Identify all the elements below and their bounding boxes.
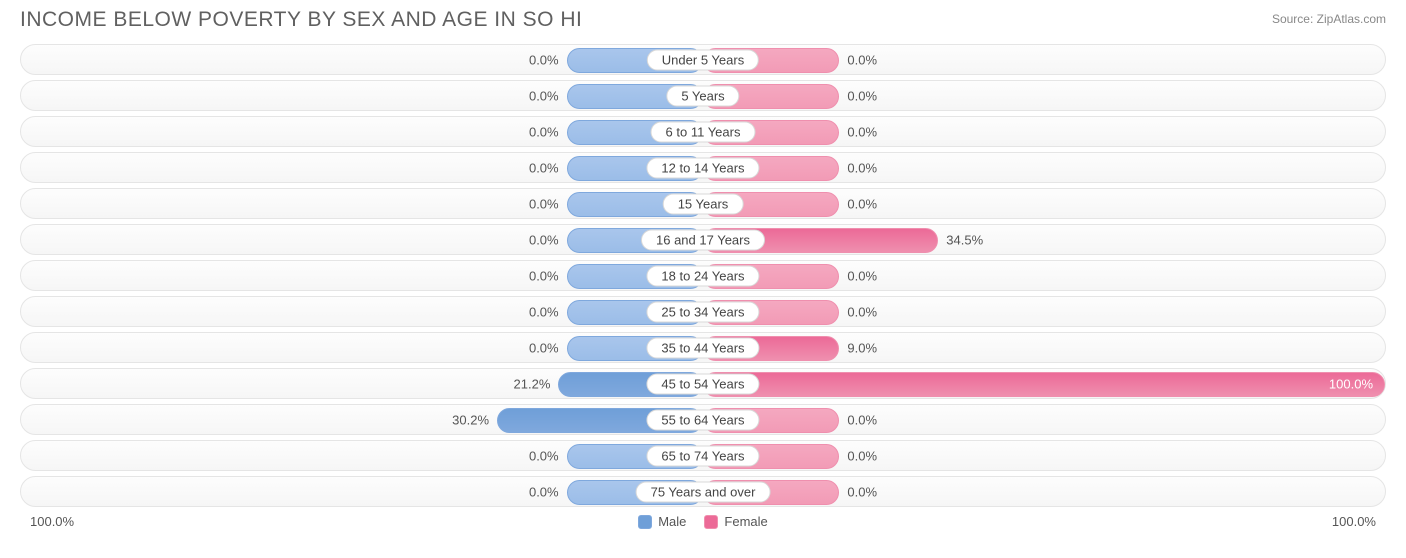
male-value: 0.0% [529, 124, 559, 139]
female-bar [703, 372, 1385, 397]
male-value: 0.0% [529, 268, 559, 283]
female-value: 0.0% [847, 160, 877, 175]
bar-row: 0.0% 9.0% 35 to 44 Years [20, 332, 1386, 363]
bar-row: 0.0% 0.0% Under 5 Years [20, 44, 1386, 75]
male-value: 0.0% [529, 448, 559, 463]
male-value: 21.2% [514, 376, 551, 391]
axis-right-label: 100.0% [1332, 514, 1376, 529]
category-label: 15 Years [663, 193, 744, 214]
female-value: 0.0% [847, 484, 877, 499]
male-value: 0.0% [529, 160, 559, 175]
bar-row: 0.0% 0.0% 6 to 11 Years [20, 116, 1386, 147]
legend-male: Male [638, 514, 686, 529]
female-value: 0.0% [847, 52, 877, 67]
category-label: 55 to 64 Years [646, 409, 759, 430]
bar-row: 0.0% 0.0% 18 to 24 Years [20, 260, 1386, 291]
category-label: 18 to 24 Years [646, 265, 759, 286]
male-value: 0.0% [529, 304, 559, 319]
chart-footer: 100.0% Male Female 100.0% [0, 512, 1406, 529]
bar-row: 0.0% 0.0% 65 to 74 Years [20, 440, 1386, 471]
chart-title: INCOME BELOW POVERTY BY SEX AND AGE IN S… [20, 8, 582, 32]
legend-female-label: Female [724, 514, 767, 529]
bar-row: 0.0% 0.0% 75 Years and over [20, 476, 1386, 507]
female-value: 9.0% [847, 340, 877, 355]
category-label: 16 and 17 Years [641, 229, 765, 250]
female-value: 0.0% [847, 124, 877, 139]
male-swatch-icon [638, 515, 652, 529]
male-value: 0.0% [529, 196, 559, 211]
category-label: Under 5 Years [647, 49, 759, 70]
category-label: 35 to 44 Years [646, 337, 759, 358]
bar-row: 0.0% 34.5% 16 and 17 Years [20, 224, 1386, 255]
category-label: 5 Years [666, 85, 739, 106]
bar-row: 30.2% 0.0% 55 to 64 Years [20, 404, 1386, 435]
legend: Male Female [638, 514, 768, 529]
chart-header: INCOME BELOW POVERTY BY SEX AND AGE IN S… [0, 0, 1406, 44]
category-label: 65 to 74 Years [646, 445, 759, 466]
female-value: 0.0% [847, 448, 877, 463]
bar-row: 21.2% 100.0% 45 to 54 Years [20, 368, 1386, 399]
chart-source: Source: ZipAtlas.com [1272, 12, 1386, 26]
male-value: 0.0% [529, 232, 559, 247]
bar-row: 0.0% 0.0% 12 to 14 Years [20, 152, 1386, 183]
category-label: 75 Years and over [636, 481, 771, 502]
male-value: 0.0% [529, 88, 559, 103]
category-label: 25 to 34 Years [646, 301, 759, 322]
male-value: 30.2% [452, 412, 489, 427]
female-value: 34.5% [946, 232, 983, 247]
bar-row: 0.0% 0.0% 15 Years [20, 188, 1386, 219]
female-swatch-icon [704, 515, 718, 529]
female-value: 0.0% [847, 196, 877, 211]
male-value: 0.0% [529, 52, 559, 67]
chart-area: 0.0%0.0%Under 5 Years0.0%0.0%5 Years0.0%… [0, 44, 1406, 507]
male-value: 0.0% [529, 484, 559, 499]
category-label: 45 to 54 Years [646, 373, 759, 394]
axis-left-label: 100.0% [30, 514, 74, 529]
category-label: 12 to 14 Years [646, 157, 759, 178]
female-value: 0.0% [847, 304, 877, 319]
legend-male-label: Male [658, 514, 686, 529]
female-value: 100.0% [1329, 376, 1373, 391]
male-value: 0.0% [529, 340, 559, 355]
legend-female: Female [704, 514, 767, 529]
category-label: 6 to 11 Years [651, 121, 756, 142]
female-value: 0.0% [847, 412, 877, 427]
bar-row: 0.0% 0.0% 5 Years [20, 80, 1386, 111]
bar-row: 0.0% 0.0% 25 to 34 Years [20, 296, 1386, 327]
female-value: 0.0% [847, 88, 877, 103]
female-value: 0.0% [847, 268, 877, 283]
